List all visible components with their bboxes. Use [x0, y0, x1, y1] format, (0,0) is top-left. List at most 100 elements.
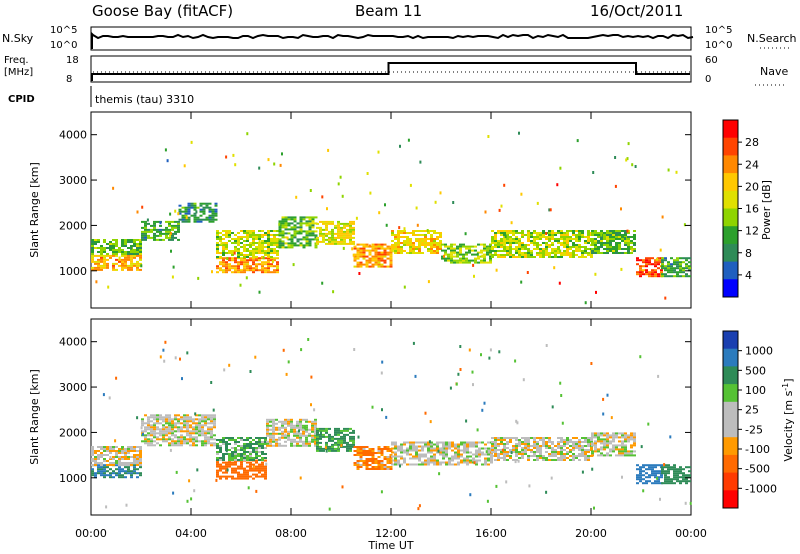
- velocity-cell: [269, 434, 272, 437]
- power-cell: [331, 228, 334, 231]
- power-cell: [281, 224, 285, 227]
- velocity-cell: [311, 440, 314, 443]
- power-cell: [487, 135, 490, 138]
- velocity-cell: [153, 444, 156, 447]
- velocity-cell: [249, 445, 252, 447]
- power-cell: [484, 210, 487, 214]
- velocity-cell: [139, 456, 142, 458]
- velocity-cell: [240, 473, 243, 476]
- power-cell: [228, 232, 231, 234]
- power-cell: [560, 244, 563, 246]
- power-cell: [184, 206, 188, 209]
- power-cell: [153, 238, 156, 241]
- velocity-cell: [103, 468, 106, 471]
- power-cell: [308, 226, 312, 229]
- power-cell: [447, 259, 450, 262]
- velocity-cell: [177, 442, 180, 445]
- velocity-cell: [252, 457, 255, 459]
- power-cell: [612, 246, 615, 248]
- velocity-cell: [448, 461, 451, 464]
- power-cell: [606, 244, 609, 246]
- velocity-cell: [475, 445, 478, 448]
- velocity-cell: [192, 436, 195, 439]
- velocity-cell: [630, 432, 633, 435]
- power-cell: [103, 251, 106, 253]
- power-cell: [97, 260, 100, 263]
- power-cell: [359, 251, 363, 254]
- velocity-cell: [606, 434, 609, 437]
- velocity-cell: [343, 439, 346, 442]
- velocity-cell: [272, 418, 275, 421]
- velocity-cell: [174, 444, 177, 447]
- power-cell: [645, 265, 648, 268]
- velocity-cell: [91, 464, 94, 466]
- power-cell: [600, 232, 603, 234]
- velocity-cell: [337, 427, 340, 430]
- velocity-cell: [258, 437, 261, 439]
- power-cell: [480, 249, 483, 252]
- power-cell: [400, 232, 403, 234]
- power-cell: [328, 222, 331, 225]
- power-cell: [673, 271, 676, 274]
- velocity-cell: [249, 370, 252, 373]
- power-cell: [208, 202, 212, 205]
- velocity-cell: [606, 454, 609, 457]
- velocity-cell: [590, 441, 593, 443]
- velocity-cell: [308, 428, 311, 431]
- velocity-cell: [343, 445, 346, 448]
- velocity-cell: [319, 449, 322, 452]
- velocity-cell: [215, 478, 218, 482]
- power-cell: [106, 254, 109, 257]
- velocity-cell: [491, 437, 494, 439]
- velocity-cell: [240, 439, 243, 441]
- velocity-cell: [633, 454, 636, 457]
- power-cell: [321, 195, 324, 199]
- power-cell: [587, 248, 590, 250]
- velocity-cell: [676, 478, 679, 481]
- power-cell: [670, 265, 673, 268]
- velocity-cell: [409, 441, 412, 444]
- power-cell: [657, 267, 660, 270]
- power-cell: [270, 252, 273, 254]
- power-cell: [243, 254, 246, 256]
- power-cell: [418, 244, 421, 246]
- power-cell: [569, 238, 572, 240]
- power-cell: [542, 256, 545, 258]
- velocity-cell: [91, 452, 94, 454]
- velocity-cell: [368, 452, 372, 454]
- power-cell: [500, 204, 503, 208]
- power-cell: [383, 265, 387, 268]
- velocity-cell: [234, 449, 237, 451]
- velocity-cell: [365, 450, 369, 452]
- velocity-cell: [189, 426, 192, 429]
- power-cell: [278, 242, 282, 245]
- velocity-cell: [618, 450, 621, 453]
- velocity-cell: [636, 474, 639, 477]
- power-cell: [359, 263, 363, 266]
- velocity-cell: [121, 458, 124, 460]
- power-cell: [597, 232, 600, 234]
- power-cell: [383, 253, 387, 256]
- power-cell: [193, 206, 197, 209]
- velocity-cell: [500, 453, 503, 455]
- velocity-cell: [164, 340, 167, 344]
- power-cell: [627, 236, 630, 238]
- velocity-cell: [240, 449, 243, 451]
- power-cell: [554, 254, 557, 256]
- velocity-cell: [213, 422, 216, 425]
- power-cell: [521, 232, 524, 234]
- power-cell: [290, 222, 294, 225]
- power-cell: [618, 242, 621, 244]
- power-cell: [141, 205, 144, 209]
- velocity-cell: [261, 463, 264, 466]
- power-cell: [403, 244, 406, 246]
- velocity-cell: [460, 459, 463, 462]
- velocity-cell: [651, 474, 654, 477]
- power-cell: [600, 236, 603, 238]
- velocity-cell: [472, 443, 475, 446]
- velocity-cell: [597, 448, 600, 451]
- power-cell: [359, 249, 363, 252]
- velocity-cell: [162, 428, 165, 431]
- power-cell: [219, 261, 222, 264]
- power-cell: [267, 230, 270, 232]
